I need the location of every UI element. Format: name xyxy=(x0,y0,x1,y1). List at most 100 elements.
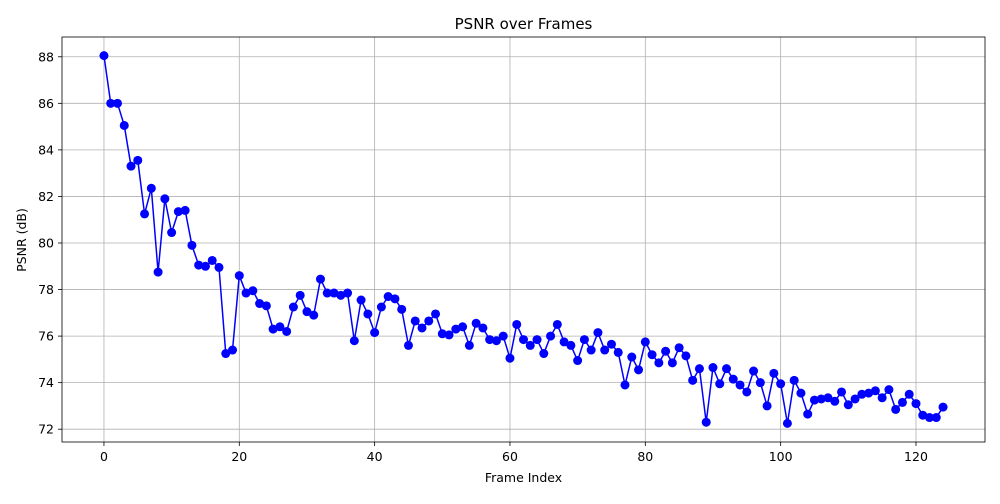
data-point xyxy=(769,368,779,378)
data-point xyxy=(782,418,792,428)
data-point xyxy=(153,267,163,277)
data-point xyxy=(376,302,386,312)
data-point xyxy=(444,330,454,340)
data-point xyxy=(877,393,887,403)
data-point xyxy=(688,375,698,385)
data-point xyxy=(390,294,400,304)
data-point xyxy=(200,261,210,271)
data-point xyxy=(911,399,921,409)
grid-lines xyxy=(62,37,985,442)
data-point xyxy=(728,374,738,384)
data-point xyxy=(722,364,732,374)
data-point xyxy=(397,304,407,314)
data-point xyxy=(803,409,813,419)
data-point xyxy=(322,288,332,298)
series-line xyxy=(103,55,944,425)
data-point xyxy=(119,120,129,130)
x-tick-label: 100 xyxy=(769,449,793,464)
data-point xyxy=(634,365,644,375)
data-point xyxy=(586,345,596,355)
x-tick-label: 40 xyxy=(367,449,383,464)
data-point xyxy=(471,318,481,328)
data-point xyxy=(837,387,847,397)
data-point xyxy=(525,340,535,350)
data-point xyxy=(512,319,522,329)
data-point xyxy=(809,395,819,405)
data-point xyxy=(843,400,853,410)
data-point xyxy=(938,402,948,412)
data-point xyxy=(694,364,704,374)
data-point xyxy=(931,413,941,423)
data-point xyxy=(255,299,265,309)
data-point xyxy=(315,274,325,284)
data-point xyxy=(870,386,880,396)
data-point xyxy=(897,397,907,407)
data-point xyxy=(140,209,150,219)
y-tick-label: 88 xyxy=(38,49,54,64)
data-point xyxy=(112,98,122,108)
data-point xyxy=(180,205,190,215)
data-point xyxy=(762,401,772,411)
data-point xyxy=(613,347,623,357)
data-point xyxy=(295,290,305,300)
data-point xyxy=(627,352,637,362)
data-point xyxy=(106,98,116,108)
data-point xyxy=(288,302,298,312)
y-axis-label: PSNR (dB) xyxy=(14,208,29,272)
axis-ticks: 0 20 40 60 80 100 120 72 74 76 78 80 82 84 86 88 xyxy=(38,49,928,464)
data-point xyxy=(776,379,786,389)
data-point xyxy=(681,351,691,361)
data-point xyxy=(485,335,495,345)
data-point xyxy=(735,380,745,390)
data-point xyxy=(424,316,434,326)
data-point xyxy=(383,292,393,302)
data-point xyxy=(715,379,725,389)
data-point xyxy=(214,262,224,272)
data-point xyxy=(606,339,616,349)
data-point xyxy=(654,358,664,368)
data-point xyxy=(519,335,528,345)
data-point xyxy=(552,319,562,329)
data-point xyxy=(579,335,589,345)
y-tick-label: 82 xyxy=(38,189,54,204)
data-point xyxy=(228,345,238,355)
data-point xyxy=(742,387,752,397)
data-point xyxy=(796,388,806,398)
data-point xyxy=(458,322,468,332)
data-point xyxy=(491,336,501,346)
data-point xyxy=(593,328,603,338)
data-point xyxy=(546,331,556,341)
data-point xyxy=(891,404,901,414)
y-tick-label: 72 xyxy=(38,422,54,437)
y-tick-label: 84 xyxy=(38,142,54,157)
data-point xyxy=(241,288,251,298)
data-point xyxy=(559,337,569,347)
data-point xyxy=(532,335,542,345)
x-tick-label: 60 xyxy=(502,449,518,464)
data-point xyxy=(133,155,143,165)
y-tick-label: 78 xyxy=(38,282,54,297)
plot-area-frame xyxy=(61,36,986,443)
y-tick-label: 86 xyxy=(38,96,54,111)
data-point xyxy=(173,207,183,217)
x-axis-label: Frame Index xyxy=(485,470,562,485)
data-point xyxy=(431,309,441,319)
y-tick-label: 76 xyxy=(38,329,54,344)
data-point xyxy=(918,410,928,420)
data-point xyxy=(194,260,204,270)
data-point xyxy=(884,385,894,395)
x-tick-label: 20 xyxy=(231,449,247,464)
x-tick-label: 80 xyxy=(637,449,653,464)
data-point xyxy=(464,340,474,350)
data-point xyxy=(167,228,177,238)
y-tick-label: 80 xyxy=(38,235,54,250)
data-point xyxy=(755,378,765,388)
data-point xyxy=(329,288,339,298)
data-point xyxy=(904,389,914,399)
x-tick-label: 0 xyxy=(100,449,108,464)
data-point xyxy=(437,329,447,339)
data-point xyxy=(701,417,711,427)
data-point xyxy=(417,323,427,333)
data-point xyxy=(830,396,840,406)
data-point xyxy=(248,286,258,296)
